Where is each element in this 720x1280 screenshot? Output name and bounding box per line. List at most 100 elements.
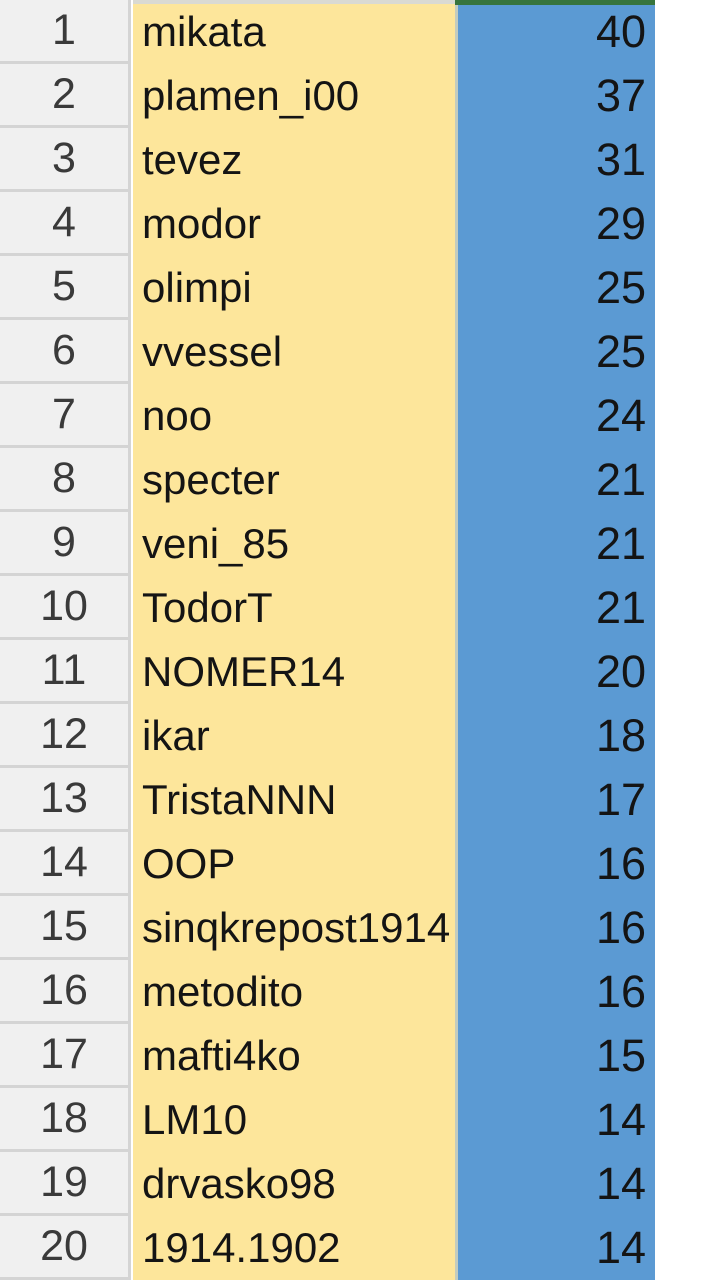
score-cell[interactable]: 20 xyxy=(458,640,655,704)
column-divider xyxy=(455,704,458,768)
player-name-cell[interactable]: plamen_i00 xyxy=(133,64,455,128)
column-divider xyxy=(455,1216,458,1280)
table-row: 9 veni_85 21 xyxy=(0,512,720,576)
player-name-cell[interactable]: 1914.1902 xyxy=(133,1216,455,1280)
table-row: 19 drvasko98 14 xyxy=(0,1152,720,1216)
row-number-cell[interactable]: 10 xyxy=(0,576,131,640)
table-row: 12 ikar 18 xyxy=(0,704,720,768)
table-row: 2 plamen_i00 37 xyxy=(0,64,720,128)
table-row: 13 TristaNNN 17 xyxy=(0,768,720,832)
table-row: 5 olimpi 25 xyxy=(0,256,720,320)
table-row: 20 1914.1902 14 xyxy=(0,1216,720,1280)
row-number-cell[interactable]: 7 xyxy=(0,384,131,448)
row-number-cell[interactable]: 17 xyxy=(0,1024,131,1088)
player-name-cell[interactable]: noo xyxy=(133,384,455,448)
score-cell[interactable]: 16 xyxy=(458,960,655,1024)
row-number-cell[interactable]: 8 xyxy=(0,448,131,512)
column-divider xyxy=(455,896,458,960)
player-name-cell[interactable]: modor xyxy=(133,192,455,256)
player-name-cell[interactable]: vvessel xyxy=(133,320,455,384)
score-cell[interactable]: 17 xyxy=(458,768,655,832)
player-name-cell[interactable]: TristaNNN xyxy=(133,768,455,832)
score-cell[interactable]: 31 xyxy=(458,128,655,192)
column-divider xyxy=(455,256,458,320)
header-cell-green-edge xyxy=(455,0,655,5)
row-number-cell[interactable]: 9 xyxy=(0,512,131,576)
score-cell[interactable]: 40 xyxy=(458,0,655,64)
table-row: 18 LM10 14 xyxy=(0,1088,720,1152)
header-cell-bottom-edge xyxy=(133,0,455,4)
row-number-cell[interactable]: 12 xyxy=(0,704,131,768)
score-cell[interactable]: 21 xyxy=(458,448,655,512)
row-number-cell[interactable]: 11 xyxy=(0,640,131,704)
score-cell[interactable]: 14 xyxy=(458,1088,655,1152)
row-number-cell[interactable]: 13 xyxy=(0,768,131,832)
column-divider xyxy=(455,768,458,832)
score-cell[interactable]: 37 xyxy=(458,64,655,128)
score-cell[interactable]: 29 xyxy=(458,192,655,256)
score-cell[interactable]: 18 xyxy=(458,704,655,768)
score-cell[interactable]: 21 xyxy=(458,512,655,576)
player-name-cell[interactable]: metodito xyxy=(133,960,455,1024)
score-cell[interactable]: 16 xyxy=(458,896,655,960)
row-number-cell[interactable]: 6 xyxy=(0,320,131,384)
score-cell[interactable]: 24 xyxy=(458,384,655,448)
score-cell[interactable]: 21 xyxy=(458,576,655,640)
column-divider xyxy=(455,448,458,512)
table-row: 14 OOP 16 xyxy=(0,832,720,896)
table-row: 3 tevez 31 xyxy=(0,128,720,192)
column-divider xyxy=(455,1088,458,1152)
row-number-cell[interactable]: 15 xyxy=(0,896,131,960)
player-name-cell[interactable]: NOMER14 xyxy=(133,640,455,704)
player-name-cell[interactable]: olimpi xyxy=(133,256,455,320)
table-row: 8 specter 21 xyxy=(0,448,720,512)
row-number-cell[interactable]: 3 xyxy=(0,128,131,192)
player-name-cell[interactable]: ikar xyxy=(133,704,455,768)
player-name-cell[interactable]: mikata xyxy=(133,0,455,64)
score-cell[interactable]: 25 xyxy=(458,256,655,320)
player-name-cell[interactable]: tevez xyxy=(133,128,455,192)
table-row: 11 NOMER14 20 xyxy=(0,640,720,704)
score-cell[interactable]: 14 xyxy=(458,1152,655,1216)
column-divider xyxy=(455,960,458,1024)
player-name-cell[interactable]: veni_85 xyxy=(133,512,455,576)
column-divider xyxy=(455,320,458,384)
row-number-cell[interactable]: 4 xyxy=(0,192,131,256)
player-name-cell[interactable]: mafti4ko xyxy=(133,1024,455,1088)
row-number-cell[interactable]: 18 xyxy=(0,1088,131,1152)
table-row: 1 mikata 40 xyxy=(0,0,720,64)
table-row: 15 sinqkrepost1914 16 xyxy=(0,896,720,960)
table-row: 16 metodito 16 xyxy=(0,960,720,1024)
row-number-cell[interactable]: 16 xyxy=(0,960,131,1024)
column-divider xyxy=(455,192,458,256)
table-row: 4 modor 29 xyxy=(0,192,720,256)
score-cell[interactable]: 16 xyxy=(458,832,655,896)
player-name-cell[interactable]: OOP xyxy=(133,832,455,896)
column-divider xyxy=(455,128,458,192)
table-row: 17 mafti4ko 15 xyxy=(0,1024,720,1088)
player-name-cell[interactable]: TodorT xyxy=(133,576,455,640)
column-divider xyxy=(455,384,458,448)
player-name-cell[interactable]: LM10 xyxy=(133,1088,455,1152)
row-number-cell[interactable]: 5 xyxy=(0,256,131,320)
row-number-cell[interactable]: 2 xyxy=(0,64,131,128)
player-name-cell[interactable]: drvasko98 xyxy=(133,1152,455,1216)
score-cell[interactable]: 15 xyxy=(458,1024,655,1088)
row-number-cell[interactable]: 1 xyxy=(0,0,131,64)
column-divider xyxy=(455,832,458,896)
table-row: 7 noo 24 xyxy=(0,384,720,448)
column-divider xyxy=(455,512,458,576)
player-name-cell[interactable]: sinqkrepost1914 xyxy=(133,896,455,960)
column-divider xyxy=(455,1024,458,1088)
row-number-cell[interactable]: 14 xyxy=(0,832,131,896)
column-divider xyxy=(455,640,458,704)
column-divider xyxy=(455,576,458,640)
row-number-cell[interactable]: 20 xyxy=(0,1216,131,1280)
score-cell[interactable]: 14 xyxy=(458,1216,655,1280)
player-name-cell[interactable]: specter xyxy=(133,448,455,512)
score-cell[interactable]: 25 xyxy=(458,320,655,384)
row-number-cell[interactable]: 19 xyxy=(0,1152,131,1216)
column-divider xyxy=(455,64,458,128)
